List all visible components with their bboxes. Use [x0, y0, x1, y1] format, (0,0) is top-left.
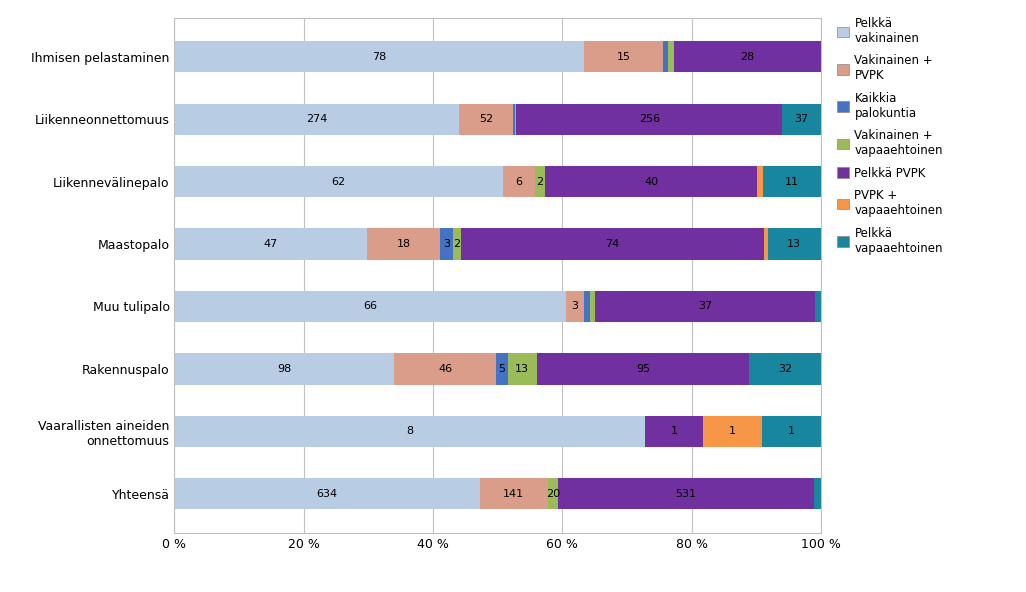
- Bar: [394, 353, 497, 385]
- Bar: [585, 41, 663, 72]
- Text: 3: 3: [571, 301, 579, 311]
- Bar: [508, 353, 537, 385]
- Bar: [366, 229, 440, 260]
- Bar: [480, 478, 548, 509]
- Bar: [174, 416, 644, 447]
- Text: 6: 6: [515, 176, 522, 186]
- Bar: [749, 353, 821, 385]
- Bar: [762, 416, 821, 447]
- Bar: [537, 353, 749, 385]
- Bar: [703, 416, 762, 447]
- Text: 66: 66: [363, 301, 378, 311]
- Text: 78: 78: [372, 52, 387, 62]
- Bar: [461, 229, 763, 260]
- Bar: [767, 229, 821, 260]
- Text: 40: 40: [644, 176, 659, 186]
- Bar: [497, 353, 508, 385]
- Bar: [535, 166, 545, 197]
- Text: 256: 256: [639, 114, 660, 124]
- Text: 634: 634: [317, 489, 338, 499]
- Text: 2: 2: [453, 239, 461, 249]
- Bar: [174, 104, 460, 135]
- Bar: [595, 291, 815, 322]
- Text: 1: 1: [729, 426, 737, 436]
- Text: 47: 47: [264, 239, 278, 249]
- Bar: [174, 229, 366, 260]
- Bar: [674, 41, 821, 72]
- Bar: [545, 166, 757, 197]
- Bar: [174, 41, 585, 72]
- Bar: [763, 229, 767, 260]
- Text: 46: 46: [438, 364, 452, 374]
- Bar: [757, 166, 762, 197]
- Text: 1: 1: [788, 426, 795, 436]
- Text: 74: 74: [605, 239, 620, 249]
- Legend: Pelkkä
vakinainen, Vakinainen +
PVPK, Kaikkia
palokuntia, Vakinainen +
vapaaehto: Pelkkä vakinainen, Vakinainen + PVPK, Ka…: [833, 14, 946, 258]
- Bar: [174, 478, 480, 509]
- Bar: [668, 41, 674, 72]
- Text: 3: 3: [443, 239, 450, 249]
- Text: 15: 15: [617, 52, 631, 62]
- Bar: [174, 291, 565, 322]
- Text: 1: 1: [670, 426, 677, 436]
- Bar: [503, 166, 535, 197]
- Text: 32: 32: [778, 364, 792, 374]
- Text: 62: 62: [331, 176, 346, 186]
- Bar: [762, 166, 821, 197]
- Bar: [515, 104, 516, 135]
- Bar: [783, 104, 821, 135]
- Bar: [452, 229, 461, 260]
- Text: 52: 52: [479, 114, 494, 124]
- Bar: [440, 229, 452, 260]
- Text: 37: 37: [794, 114, 808, 124]
- Text: 531: 531: [675, 489, 697, 499]
- Text: 95: 95: [636, 364, 650, 374]
- Bar: [644, 416, 703, 447]
- Text: 5: 5: [499, 364, 506, 374]
- Text: 98: 98: [277, 364, 291, 374]
- Text: 8: 8: [406, 426, 413, 436]
- Text: 13: 13: [515, 364, 529, 374]
- Text: 11: 11: [785, 176, 798, 186]
- Bar: [460, 104, 513, 135]
- Text: 20: 20: [546, 489, 560, 499]
- Text: 37: 37: [698, 301, 712, 311]
- Bar: [558, 478, 814, 509]
- Bar: [513, 104, 515, 135]
- Bar: [584, 291, 590, 322]
- Text: 28: 28: [740, 52, 754, 62]
- Text: 141: 141: [503, 489, 524, 499]
- Text: 18: 18: [396, 239, 410, 249]
- Text: 274: 274: [306, 114, 327, 124]
- Text: 13: 13: [787, 239, 801, 249]
- Text: 2: 2: [537, 176, 544, 186]
- Bar: [548, 478, 558, 509]
- Bar: [174, 166, 503, 197]
- Bar: [516, 104, 783, 135]
- Bar: [590, 291, 595, 322]
- Bar: [565, 291, 584, 322]
- Bar: [814, 478, 821, 509]
- Bar: [663, 41, 668, 72]
- Bar: [815, 291, 821, 322]
- Bar: [174, 353, 394, 385]
